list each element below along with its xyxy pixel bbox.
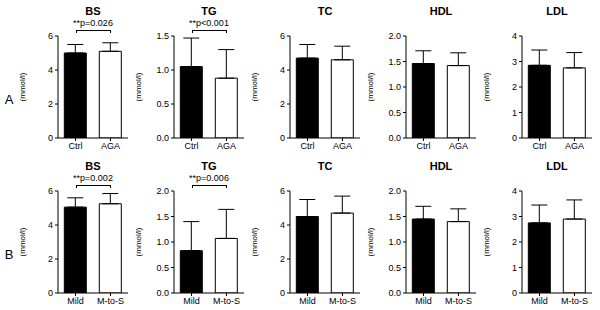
svg-text:4: 4 xyxy=(280,220,285,230)
svg-text:4: 4 xyxy=(512,186,517,196)
svg-text:6: 6 xyxy=(48,31,53,41)
svg-text:0: 0 xyxy=(280,288,285,298)
svg-text:M-to-S: M-to-S xyxy=(213,296,240,306)
html-text:**p=0.006: **p=0.006 xyxy=(189,173,229,183)
svg-text:Ctrl: Ctrl xyxy=(69,141,83,151)
svg-text:4: 4 xyxy=(48,220,53,230)
svg-text:0: 0 xyxy=(280,133,285,143)
svg-text:(mmol/l): (mmol/l) xyxy=(250,227,259,256)
svg-text:2.0: 2.0 xyxy=(388,31,401,41)
svg-text:2: 2 xyxy=(512,237,517,247)
svg-text:(mmol/l): (mmol/l) xyxy=(134,72,143,101)
html-text:TG: TG xyxy=(201,160,217,172)
svg-text:3: 3 xyxy=(512,57,517,67)
svg-text:AGA: AGA xyxy=(101,141,120,151)
html-text:LDL: LDL xyxy=(546,160,568,172)
svg-text:0.0: 0.0 xyxy=(388,288,401,298)
svg-text:3: 3 xyxy=(512,212,517,222)
html-text:BS: BS xyxy=(85,5,101,17)
svg-text:1.0: 1.0 xyxy=(156,237,169,247)
html-text:TC: TC xyxy=(317,5,333,17)
html-text:TC: TC xyxy=(317,160,333,172)
svg-text:4: 4 xyxy=(48,65,53,75)
svg-text:Mild: Mild xyxy=(67,296,84,306)
svg-text:4: 4 xyxy=(280,65,285,75)
svg-text:6: 6 xyxy=(48,186,53,196)
svg-text:4: 4 xyxy=(512,31,517,41)
svg-text:AGA: AGA xyxy=(217,141,236,151)
svg-text:M-to-S: M-to-S xyxy=(97,296,124,306)
svg-text:2: 2 xyxy=(280,99,285,109)
svg-text:0.0: 0.0 xyxy=(388,133,401,143)
html-text:B: B xyxy=(4,246,14,262)
svg-text:(mmol/l): (mmol/l) xyxy=(366,72,375,101)
svg-text:0: 0 xyxy=(512,288,517,298)
svg-text:Ctrl: Ctrl xyxy=(185,141,199,151)
svg-text:(mmol/l): (mmol/l) xyxy=(250,72,259,101)
svg-text:0: 0 xyxy=(48,133,53,143)
svg-text:0.0: 0.0 xyxy=(156,133,169,143)
svg-text:Mild: Mild xyxy=(531,296,548,306)
svg-text:(mmol/l): (mmol/l) xyxy=(18,72,27,101)
svg-text:0.5: 0.5 xyxy=(156,99,169,109)
svg-text:(mmol/l): (mmol/l) xyxy=(366,227,375,256)
svg-text:Mild: Mild xyxy=(183,296,200,306)
svg-text:1: 1 xyxy=(512,263,517,273)
svg-text:2.0: 2.0 xyxy=(388,186,401,196)
html-text:**p<0.001: **p<0.001 xyxy=(189,18,229,28)
svg-text:2.0: 2.0 xyxy=(156,186,169,196)
svg-text:(mmol/l): (mmol/l) xyxy=(134,227,143,256)
svg-text:Mild: Mild xyxy=(415,296,432,306)
svg-text:AGA: AGA xyxy=(449,141,468,151)
html-text:LDL: LDL xyxy=(546,5,568,17)
html-text:HDL: HDL xyxy=(429,160,453,172)
svg-text:Ctrl: Ctrl xyxy=(533,141,547,151)
html-text:A: A xyxy=(4,91,14,107)
svg-text:Ctrl: Ctrl xyxy=(301,141,315,151)
svg-text:6: 6 xyxy=(280,31,285,41)
html-text:BS: BS xyxy=(85,160,101,172)
svg-text:(mmol/l): (mmol/l) xyxy=(482,227,491,256)
svg-text:2: 2 xyxy=(48,254,53,264)
svg-text:1.0: 1.0 xyxy=(156,65,169,75)
svg-text:0: 0 xyxy=(512,133,517,143)
svg-text:0: 0 xyxy=(48,288,53,298)
html-text:HDL: HDL xyxy=(429,5,453,17)
svg-text:2: 2 xyxy=(280,254,285,264)
svg-text:(mmol/l): (mmol/l) xyxy=(18,227,27,256)
svg-text:1.5: 1.5 xyxy=(156,31,169,41)
svg-text:0.5: 0.5 xyxy=(156,263,169,273)
html-text:**p=0.002: **p=0.002 xyxy=(73,173,113,183)
svg-text:(mmol/l): (mmol/l) xyxy=(482,72,491,101)
svg-text:Ctrl: Ctrl xyxy=(417,141,431,151)
html-text:TG: TG xyxy=(201,5,217,17)
svg-text:Mild: Mild xyxy=(299,296,316,306)
svg-text:M-to-S: M-to-S xyxy=(445,296,472,306)
svg-text:2: 2 xyxy=(48,99,53,109)
svg-text:1: 1 xyxy=(512,108,517,118)
svg-text:M-to-S: M-to-S xyxy=(329,296,356,306)
svg-text:6: 6 xyxy=(280,186,285,196)
svg-text:1.5: 1.5 xyxy=(388,57,401,67)
html-text:**p=0.026: **p=0.026 xyxy=(73,18,113,28)
svg-text:0.5: 0.5 xyxy=(388,263,401,273)
svg-text:0.5: 0.5 xyxy=(388,108,401,118)
svg-text:1.0: 1.0 xyxy=(388,82,401,92)
svg-text:2: 2 xyxy=(512,82,517,92)
svg-text:1.0: 1.0 xyxy=(388,237,401,247)
svg-text:M-to-S: M-to-S xyxy=(561,296,588,306)
svg-text:0.0: 0.0 xyxy=(156,288,169,298)
svg-text:1.5: 1.5 xyxy=(388,212,401,222)
svg-text:AGA: AGA xyxy=(565,141,584,151)
svg-text:1.5: 1.5 xyxy=(156,212,169,222)
svg-text:AGA: AGA xyxy=(333,141,352,151)
